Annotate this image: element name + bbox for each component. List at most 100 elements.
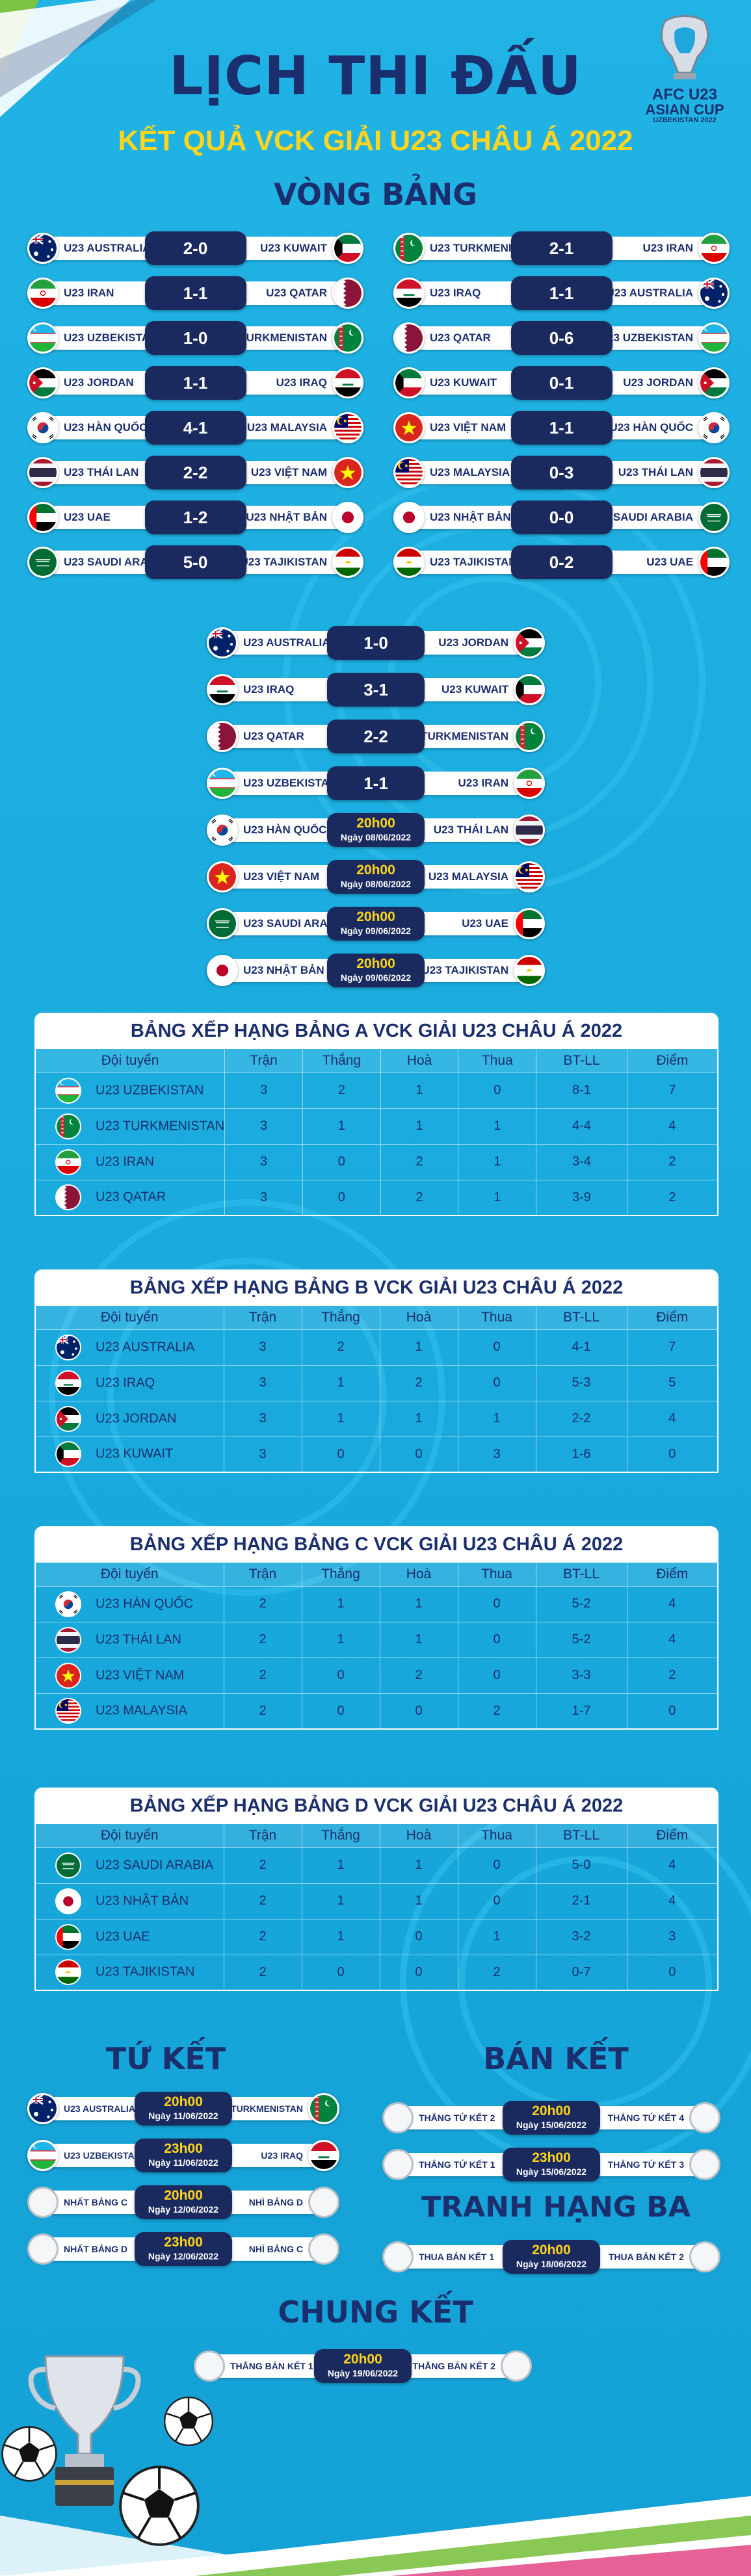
standings-header-row: Đội tuyển Trận Thắng Hoà Thua BT-LL Điểm <box>35 1306 718 1329</box>
points-cell: 2 <box>627 1143 718 1180</box>
points-cell: 5 <box>627 1364 718 1401</box>
team-cell: U23 UZBEKISTAN <box>35 1072 226 1108</box>
table-row: U23 UAE 2 1 0 1 3-2 3 <box>35 1918 718 1955</box>
wins-cell: 1 <box>302 1364 380 1401</box>
logo-line-3: UZBEKISTAN 2022 <box>653 116 717 124</box>
team-cell: U23 MALAYSIA <box>35 1693 224 1729</box>
home-team-name: U23 JORDAN <box>64 376 134 389</box>
standings-grid: Đội tuyển Trận Thắng Hoà Thua BT-LL Điểm U23 SA… <box>34 1824 718 1991</box>
played-cell: 2 <box>224 1847 302 1883</box>
draws-cell: 1 <box>380 1621 458 1658</box>
goals-cell: 4-1 <box>536 1329 627 1365</box>
vie-flag-icon <box>207 861 238 892</box>
wins-cell: 0 <box>302 1693 380 1729</box>
placeholder-circle-icon <box>308 2233 339 2265</box>
team-cell: U23 TAJIKISTAN <box>35 1954 224 1990</box>
score-box: 23h00 Ngày 12/06/2022 <box>135 2232 232 2266</box>
match-row: NHẤT BẢNG D NHÌ BẢNG C 23h00 Ngày 12/06/202… <box>27 2232 339 2266</box>
uzb-flag-icon <box>698 322 730 354</box>
match-row: U23 THÁI LAN U23 VIỆT NAM 2-2 <box>27 456 363 489</box>
team-cell: U23 IRAQ <box>35 1364 224 1401</box>
tkm-flag-icon <box>393 233 425 264</box>
away-team-name: THUA BÁN KẾT 2 <box>608 2252 684 2262</box>
team-cell: U23 SAUDI ARABIA <box>35 1847 224 1883</box>
column-header: Hoà <box>380 1306 458 1329</box>
standings-header-row: Đội tuyển Trận Thắng Hoà Thua BT-LL Điểm <box>35 1049 718 1073</box>
jpn-flag-icon <box>55 1888 81 1914</box>
match-score: 2-1 <box>549 239 574 258</box>
draws-cell: 0 <box>380 1693 458 1729</box>
away-team-name: U23 KUWAIT <box>441 683 508 696</box>
team-cell: U23 IRAN <box>35 1143 226 1180</box>
goals-cell: 1-6 <box>536 1436 627 1472</box>
match-row: U23 QATAR U23 TURKMENISTAN 2-2 <box>207 720 545 753</box>
away-team-name: U23 IRAQ <box>261 2150 303 2161</box>
match-row: U23 UAE U23 NHẬT BẢN 1-2 <box>27 501 363 534</box>
tjk-flag-icon <box>514 955 545 986</box>
match-row: U23 SAUDI ARABIA U23 TAJIKISTAN 5-0 <box>27 545 363 579</box>
placeholder-circle-icon <box>689 2241 720 2272</box>
away-team-name: U23 TURKMENISTAN <box>397 730 508 742</box>
quarterfinal-heading: TỨ KẾT <box>105 2041 226 2076</box>
placeholder-circle-icon <box>194 2350 225 2382</box>
losses-cell: 1 <box>458 1143 537 1180</box>
irq-flag-icon <box>393 278 425 309</box>
match-row: U23 AUSTRALIA U23 TURKMENISTAN 20h00 Ngày 1… <box>27 2092 339 2126</box>
score-box: 1-2 <box>144 501 246 534</box>
match-score: 2-2 <box>183 463 208 482</box>
match-row: NHẤT BẢNG C NHÌ BẢNG D 20h00 Ngày 12/06/202… <box>27 2185 339 2219</box>
column-header: BT-LL <box>536 1563 627 1586</box>
team-cell: U23 UAE <box>35 1918 224 1955</box>
third-place-heading: TRANH HẠNG BA <box>421 2191 691 2224</box>
away-team-name: U23 QATAR <box>266 287 327 299</box>
away-team-name: U23 MALAYSIA <box>246 421 327 434</box>
tkm-flag-icon <box>308 2093 339 2124</box>
points-cell: 4 <box>627 1882 718 1919</box>
goals-cell: 5-2 <box>536 1621 627 1658</box>
match-score: 5-0 <box>183 553 208 572</box>
played-cell: 3 <box>224 1072 303 1108</box>
team-name: U23 IRAN <box>96 1154 155 1169</box>
home-team-name: THẮNG TỨ KẾT 2 <box>419 2113 495 2123</box>
played-cell: 3 <box>224 1143 303 1180</box>
column-header: Thua <box>458 1306 536 1329</box>
table-row: U23 TURKMENISTAN 3 1 1 1 4-4 4 <box>35 1108 718 1144</box>
away-team-name: THẮNG TỨ KẾT 3 <box>607 2159 684 2170</box>
away-team-name: U23 UAE <box>646 556 693 568</box>
score-box: 20h00 Ngày 11/06/2022 <box>135 2092 232 2126</box>
match-row: U23 IRAQ U23 AUSTRALIA 1-1 <box>393 276 730 310</box>
goals-cell: 5-3 <box>536 1364 627 1401</box>
team-name: U23 KUWAIT <box>96 1446 174 1461</box>
team-cell: U23 THÁI LAN <box>35 1621 224 1658</box>
draws-cell: 1 <box>380 1585 458 1622</box>
home-team-name: U23 UZBEKISTAN <box>64 2150 141 2161</box>
uzb-flag-icon <box>207 768 238 799</box>
placeholder-circle-icon <box>382 2149 414 2180</box>
wins-cell: 1 <box>302 1882 380 1919</box>
irq-flag-icon <box>55 1370 81 1396</box>
away-team-name: U23 NHẬT BẢN <box>246 511 327 523</box>
match-score: 1-1 <box>549 418 574 437</box>
uzb-flag-icon <box>27 2140 59 2171</box>
match-score: 1-0 <box>363 633 388 653</box>
table-row: U23 TAJIKISTAN 2 0 0 2 0-7 0 <box>35 1954 718 1990</box>
jpn-flag-icon <box>393 502 425 533</box>
match-score: 3-1 <box>363 680 388 699</box>
team-cell: U23 TURKMENISTAN <box>35 1108 226 1144</box>
draws-cell: 2 <box>380 1179 459 1216</box>
team-name: U23 NHẬT BẢN <box>96 1893 189 1908</box>
draws-cell: 1 <box>380 1072 459 1108</box>
draws-cell: 1 <box>380 1329 458 1365</box>
match-time: 20h00 <box>356 909 395 924</box>
draws-cell: 1 <box>380 1847 458 1883</box>
match-time: 20h00 <box>164 2188 203 2203</box>
match-row: THẮNG TỨ KẾT 1 THẮNG TỨ KẾT 3 23h00 Ngày 15… <box>382 2148 720 2181</box>
standings-table: BẢNG XẾP HẠNG BẢNG C VCK GIẢI U23 CHÂU Á… <box>34 1526 718 1730</box>
table-row: U23 KUWAIT 3 0 0 3 1-6 0 <box>35 1436 718 1472</box>
score-box: 0-6 <box>510 321 613 355</box>
match-row: U23 HÀN QUỐC U23 MALAYSIA 4-1 <box>27 411 363 445</box>
goals-cell: 3-2 <box>536 1918 627 1955</box>
match-row: U23 NHẬT BẢN U23 SAUDI ARABIA 0-0 <box>393 501 730 534</box>
away-team-name: U23 UZBEKISTAN <box>599 332 693 344</box>
match-score: 0-6 <box>549 328 574 348</box>
